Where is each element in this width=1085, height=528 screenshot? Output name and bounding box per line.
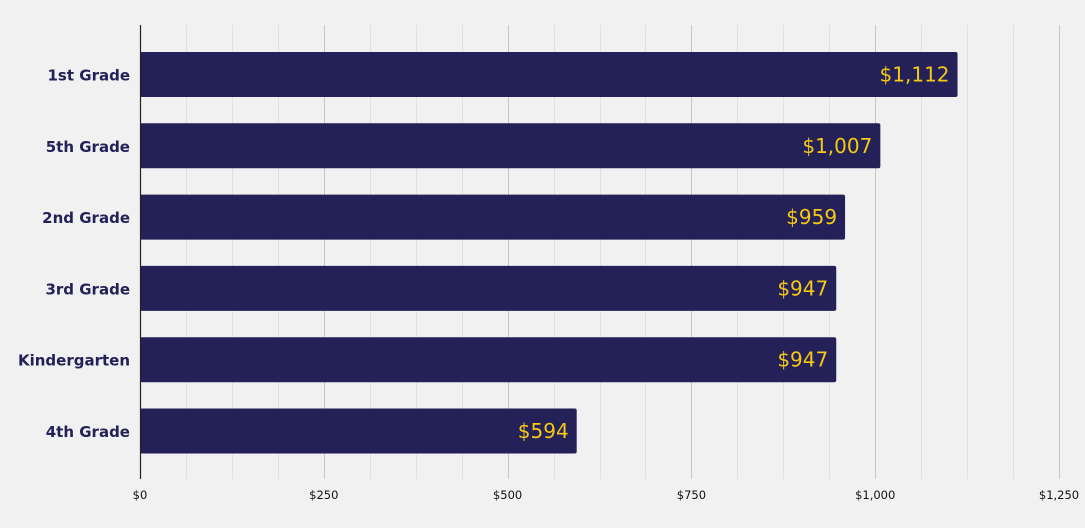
data-label: $959 <box>786 205 837 229</box>
bar <box>140 194 846 240</box>
bar <box>140 52 958 97</box>
bar <box>140 123 881 169</box>
bar <box>140 408 577 454</box>
x-tick-label: $1,250 <box>1039 488 1079 502</box>
x-tick-label: $250 <box>309 488 338 502</box>
category-label: 3rd Grade <box>45 280 130 298</box>
data-label: $1,112 <box>880 63 950 87</box>
bar <box>140 265 837 311</box>
category-label: Kindergarten <box>18 352 130 370</box>
data-label: $594 <box>518 419 569 443</box>
x-tick-label: $750 <box>677 488 706 502</box>
category-label: 2nd Grade <box>42 209 130 227</box>
data-label: $947 <box>777 276 828 300</box>
bar <box>140 337 837 383</box>
category-label: 4th Grade <box>46 423 130 441</box>
x-tick-label: $1,000 <box>855 488 895 502</box>
category-label: 1st Grade <box>48 67 131 85</box>
data-label: $947 <box>777 348 828 372</box>
x-tick-label: $0 <box>133 488 148 502</box>
x-tick-label: $500 <box>493 488 522 502</box>
category-label: 5th Grade <box>46 138 130 156</box>
data-label: $1,007 <box>802 134 872 158</box>
